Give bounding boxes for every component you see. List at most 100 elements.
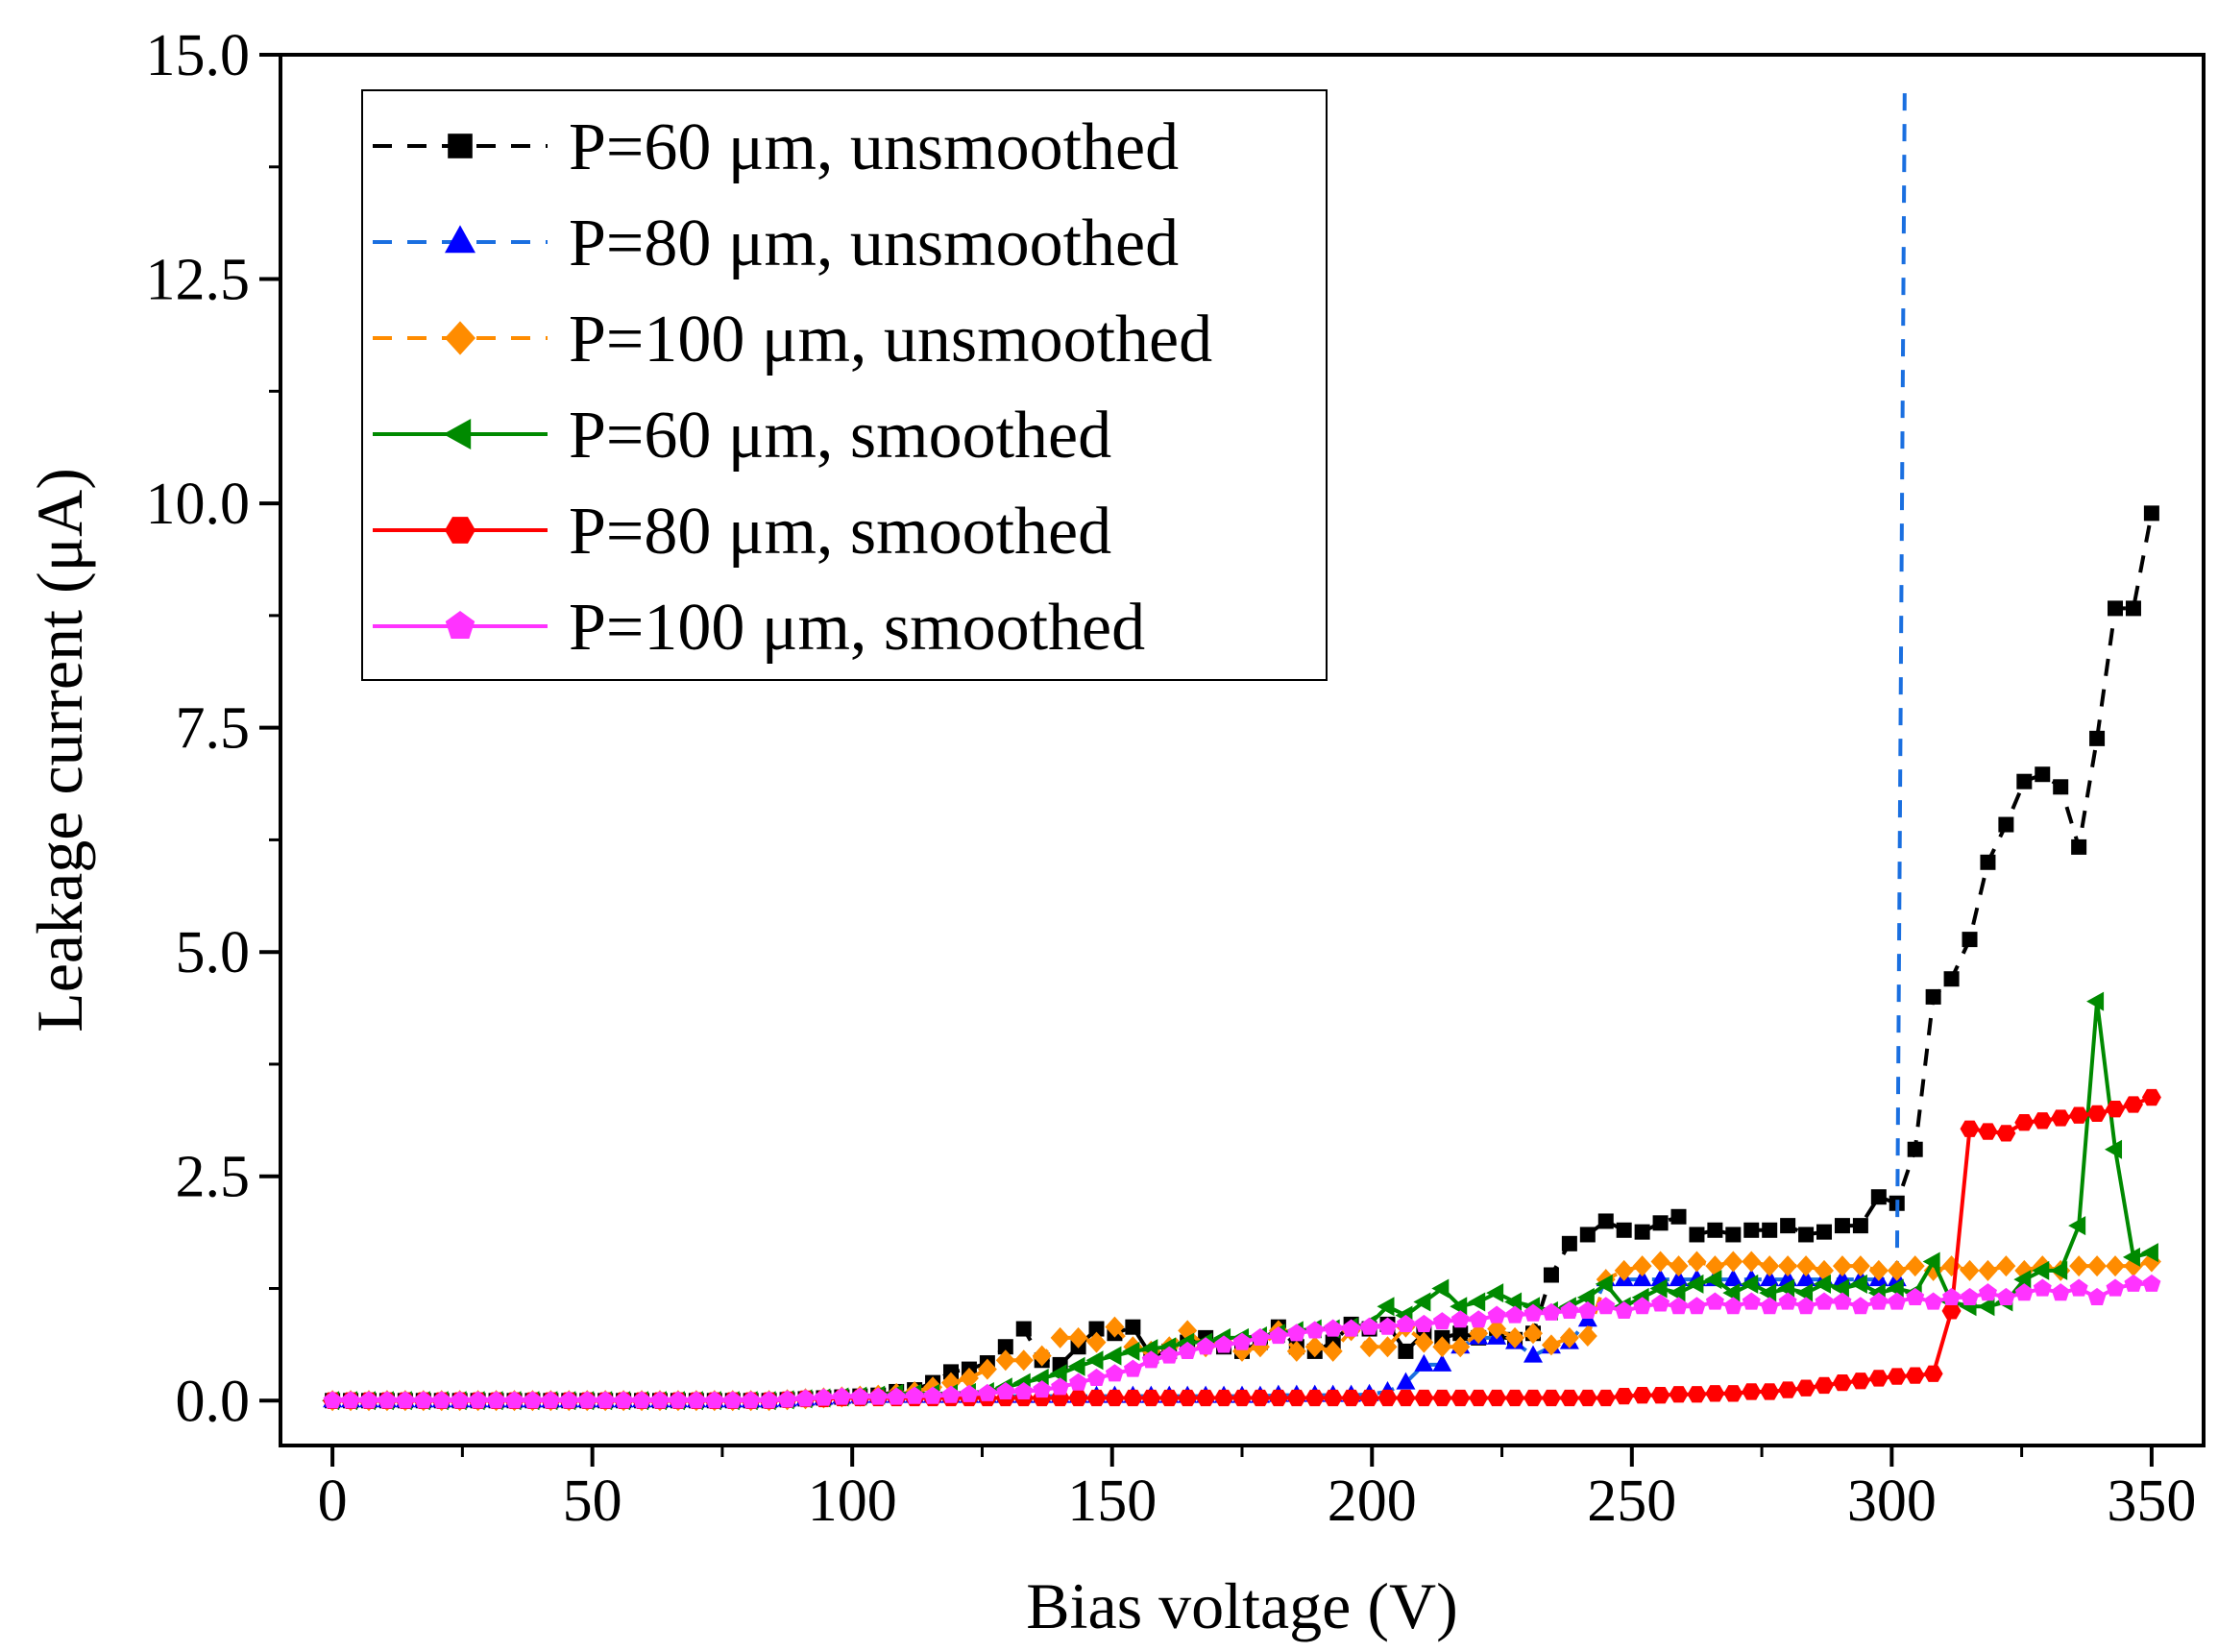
data-point [1742,1383,1762,1400]
x-tick-label: 200 [1328,1469,1417,1534]
data-point [1869,1292,1889,1310]
data-point [432,1391,451,1409]
data-point [1723,1269,1743,1287]
data-point [1251,1327,1270,1346]
data-point [1962,932,1978,948]
legend-marker [443,419,472,449]
data-point [1086,1368,1107,1387]
data-point [1596,1297,1616,1315]
data-point [814,1388,833,1406]
axis-layer: 0 50 100 150 200 250 300 350 0.0 2.5 5.0 7.5 10.0 12.… [146,23,2197,1534]
data-point [1634,1224,1650,1240]
data-point [2089,730,2106,746]
data-point [1286,1389,1306,1407]
data-point [1486,1283,1504,1303]
data-point [1414,1353,1434,1372]
data-point [1504,1292,1523,1312]
data-point [596,1391,615,1409]
data-point [1469,1389,1489,1407]
data-point [451,1391,470,1409]
y-tick-label: 2.5 [176,1145,251,1210]
data-point [1651,1294,1670,1312]
data-point [1669,1386,1689,1403]
data-point [778,1390,797,1408]
legend-marker [445,517,475,544]
legend-label: P=80 μm, smoothed [569,495,1111,569]
data-point [977,1358,997,1380]
data-point [1123,1359,1142,1377]
data-point [1159,1346,1179,1364]
data-point [1431,1278,1450,1299]
data-point [1851,1297,1870,1315]
data-point [795,1389,816,1407]
data-point [1707,1222,1723,1238]
data-point [1505,1389,1525,1407]
data-point [1943,971,1960,987]
data-point [1542,1302,1561,1321]
data-point [2069,1255,2089,1277]
data-point [2068,1216,2086,1236]
data-point [1961,1287,1980,1305]
data-point [1616,1222,1632,1238]
legend-entry: P=100 μm, smoothed [373,591,1145,665]
data-point [1576,1287,1595,1307]
data-point [1268,1389,1288,1407]
data-point [687,1391,706,1409]
data-point [2013,1270,2032,1290]
data-point [1687,1251,1707,1273]
data-point [1013,1349,1034,1372]
data-point [469,1391,488,1409]
data-point [1342,1319,1361,1337]
data-point [1725,1227,1742,1243]
data-point [1505,1326,1525,1348]
data-point [2106,1101,2126,1118]
data-point [1487,1318,1507,1340]
legend-label: P=60 μm, unsmoothed [569,110,1179,184]
data-point [1906,1287,1925,1305]
y-tick-label: 0.0 [176,1369,251,1434]
data-point [1377,1317,1398,1335]
data-point [1068,1326,1088,1348]
data-point [1596,1389,1616,1407]
data-point [1668,1283,1686,1303]
legend-entry: P=80 μm, smoothed [373,495,1111,569]
x-tick-label: 0 [318,1469,348,1534]
data-point [1652,1215,1669,1231]
data-point [2014,1283,2034,1301]
data-point [1414,1389,1434,1407]
data-point [1487,1305,1506,1324]
x-tick-label: 300 [1847,1469,1937,1534]
data-point [942,1364,959,1380]
data-point [1722,1283,1741,1303]
data-point [997,1339,1013,1355]
data-point [1341,1389,1361,1407]
data-point [887,1387,906,1405]
data-point [1523,1389,1544,1407]
data-point [1887,1259,1907,1281]
data-point [723,1391,743,1409]
data-point [1615,1300,1634,1319]
data-point [1523,1323,1544,1345]
data-point [1996,1125,2016,1142]
data-point [1450,1389,1471,1407]
series-6 [323,1274,2161,1409]
data-point [1051,1377,1070,1396]
data-point [1780,1218,1796,1234]
data-point [1559,1389,1579,1407]
data-point [1196,1389,1216,1407]
data-point [1304,1389,1325,1407]
data-point [2105,1139,2123,1159]
data-point [1760,1297,1779,1315]
data-point [1742,1292,1761,1310]
data-point [1359,1389,1379,1407]
data-point [1907,1141,1923,1157]
data-point [832,1387,851,1405]
data-point [1996,1287,2015,1305]
legend-entry: P=80 μm, unsmoothed [373,206,1179,280]
data-point [414,1391,433,1409]
data-point [2123,1096,2143,1113]
data-point [1450,1336,1471,1358]
data-point [1686,1274,1704,1294]
data-point [1778,1255,1798,1277]
data-point [1396,1389,1416,1407]
